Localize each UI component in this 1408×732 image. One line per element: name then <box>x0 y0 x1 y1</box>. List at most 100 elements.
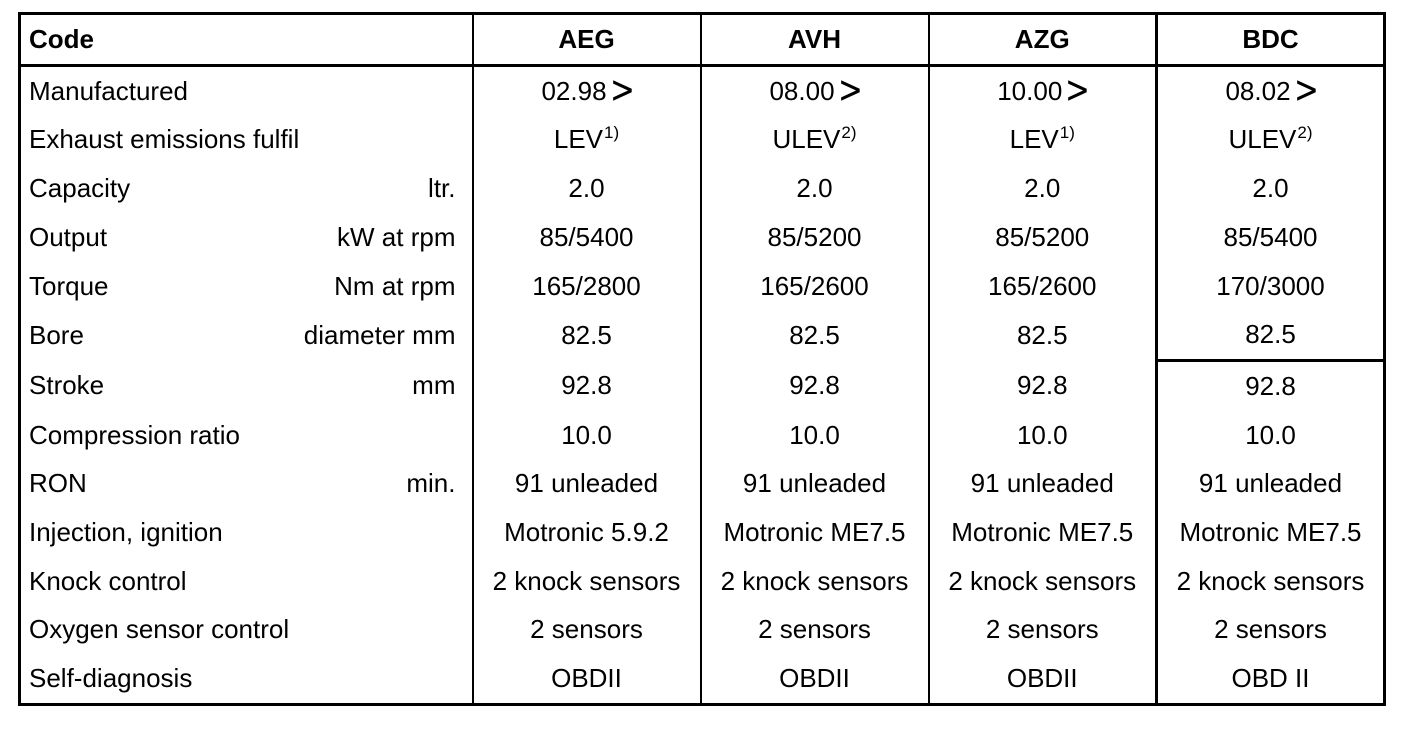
row-manufactured: Manufactured 02.98 ᐳ 08.00 ᐳ 10.00 ᐳ 08.02 ᐳ <box>20 65 1385 116</box>
value-aeg: LEV1) <box>471 115 701 165</box>
row-capacity: Capacity ltr. 2.0 2.0 2.0 2.0 <box>20 164 1385 213</box>
row-output: Output kW at rpm 85/5400 85/5200 85/5200… <box>20 212 1385 262</box>
value-bdc: 2 knock sensors <box>1155 556 1385 606</box>
chevron-right-icon: ᐳ <box>1295 75 1317 106</box>
row-label: Oxygen sensor control <box>29 614 290 645</box>
row-stroke: Stroke mm 92.8 92.8 92.8 92.8 <box>20 358 1385 411</box>
value-avh: 165/2600 <box>699 261 929 311</box>
row-label: Manufactured <box>29 75 188 106</box>
header-engine-azg: AZG <box>927 13 1157 67</box>
row-label-cell: Oxygen sensor control <box>20 605 473 654</box>
value-avh: Motronic ME7.5 <box>699 508 929 557</box>
row-label: Exhaust emissions fulfil <box>29 124 300 155</box>
value-azg: LEV1) <box>927 115 1157 165</box>
footnote-marker: 2) <box>1297 123 1313 143</box>
row-label-cell: RON min. <box>20 459 473 508</box>
row-label-cell: Manufactured <box>20 65 473 115</box>
value-azg: Motronic ME7.5 <box>927 508 1157 557</box>
value-text: LEV <box>553 124 604 155</box>
row-label-cell: Stroke mm <box>20 360 473 410</box>
value-aeg: OBDII <box>471 654 701 705</box>
row-compression-ratio: Compression ratio 10.0 10.0 10.0 10.0 <box>20 410 1385 460</box>
engine-specification-table: Code AEG AVH AZG BDC Manufactured 02.98 ᐳ… <box>18 12 1386 706</box>
header-engine-aeg: AEG <box>471 13 701 67</box>
value-bdc: 10.0 <box>1155 410 1385 460</box>
value-text: 08.02 <box>1225 75 1291 106</box>
value-text: ULEV <box>1228 124 1297 155</box>
value-text: LEV <box>1009 124 1059 155</box>
row-label: Bore <box>29 319 84 350</box>
header-engine-bdc: BDC <box>1155 13 1385 67</box>
footnote-marker: 1) <box>1059 123 1075 143</box>
value-aeg: 91 unleaded <box>471 459 701 509</box>
value-azg: 85/5200 <box>927 212 1157 262</box>
row-unit: mm <box>412 370 456 401</box>
value-bdc: 92.8 <box>1155 358 1385 411</box>
value-text: ULEV <box>772 124 841 155</box>
value-avh: OBDII <box>699 654 929 705</box>
header-engine-avh: AVH <box>699 13 929 67</box>
row-ron: RON min. 91 unleaded 91 unleaded 91 unle… <box>20 459 1385 509</box>
value-aeg: 92.8 <box>471 360 701 411</box>
value-azg: 92.8 <box>927 360 1157 411</box>
row-knock-control: Knock control 2 knock sensors 2 knock se… <box>20 556 1385 606</box>
value-aeg: 2.0 <box>471 164 701 213</box>
header-row: Code AEG AVH AZG BDC <box>19 13 1385 67</box>
row-oxygen-sensor-control: Oxygen sensor control 2 sensors 2 sensor… <box>20 605 1385 655</box>
row-label: Stroke <box>29 370 105 401</box>
value-bdc: Motronic ME7.5 <box>1155 508 1385 557</box>
footnote-marker: 2) <box>841 123 857 143</box>
value-azg: 91 unleaded <box>927 459 1157 509</box>
row-label: Self-diagnosis <box>29 663 193 694</box>
row-exhaust-emissions: Exhaust emissions fulfil LEV1) ULEV2) LE… <box>20 115 1385 165</box>
row-unit: ltr. <box>428 173 456 204</box>
value-azg: 82.5 <box>927 310 1157 361</box>
value-bdc: 91 unleaded <box>1155 459 1385 509</box>
chevron-right-icon: ᐳ <box>611 75 633 106</box>
row-label-cell: Exhaust emissions fulfil <box>20 115 473 164</box>
row-unit: diameter mm <box>303 319 456 350</box>
row-label-cell: Knock control <box>20 557 473 606</box>
value-aeg: 2 sensors <box>471 605 701 655</box>
value-bdc: 08.02 ᐳ <box>1155 65 1385 116</box>
value-avh: 2 knock sensors <box>699 556 929 606</box>
value-aeg: 10.0 <box>471 410 701 460</box>
value-aeg: 165/2800 <box>471 261 701 311</box>
chevron-right-icon: ᐳ <box>1067 75 1089 106</box>
value-aeg: 85/5400 <box>471 212 701 262</box>
value-azg: 2 knock sensors <box>927 556 1157 606</box>
value-azg: 10.0 <box>927 410 1157 460</box>
row-label-cell: Self-diagnosis <box>20 654 473 704</box>
value-avh: 91 unleaded <box>699 459 929 509</box>
row-label-cell: Torque Nm at rpm <box>20 262 473 311</box>
row-label-cell: Compression ratio <box>20 411 473 460</box>
row-label-cell: Injection, ignition <box>20 508 473 557</box>
value-bdc: OBD II <box>1155 654 1385 705</box>
value-azg: 10.00 ᐳ <box>927 65 1157 116</box>
row-label: Injection, ignition <box>29 517 223 548</box>
row-label: RON <box>29 468 87 499</box>
value-bdc: 2.0 <box>1155 164 1385 213</box>
value-avh: 2 sensors <box>699 605 929 655</box>
row-label-cell: Bore diameter mm <box>20 310 473 360</box>
value-azg: 2 sensors <box>927 605 1157 655</box>
row-label: Output <box>29 221 108 252</box>
value-avh: 92.8 <box>699 360 929 411</box>
row-label-cell: Output kW at rpm <box>20 213 473 262</box>
value-avh: 08.00 ᐳ <box>699 65 929 116</box>
row-injection-ignition: Injection, ignition Motronic 5.9.2 Motro… <box>20 508 1385 557</box>
row-self-diagnosis: Self-diagnosis OBDII OBDII OBDII OBD II <box>20 654 1385 705</box>
value-aeg: Motronic 5.9.2 <box>471 508 701 557</box>
value-aeg: 82.5 <box>471 310 701 361</box>
value-bdc: 2 sensors <box>1155 605 1385 655</box>
header-code-label: Code <box>19 13 473 67</box>
value-azg: 2.0 <box>927 164 1157 213</box>
value-avh: ULEV2) <box>699 115 929 165</box>
value-avh: 10.0 <box>699 410 929 460</box>
value-text: 02.98 <box>541 75 607 106</box>
row-label: Torque <box>29 270 109 301</box>
row-label: Compression ratio <box>29 419 240 450</box>
value-bdc: 82.5 <box>1155 310 1385 361</box>
chevron-right-icon: ᐳ <box>839 75 861 106</box>
value-aeg: 2 knock sensors <box>471 556 701 606</box>
